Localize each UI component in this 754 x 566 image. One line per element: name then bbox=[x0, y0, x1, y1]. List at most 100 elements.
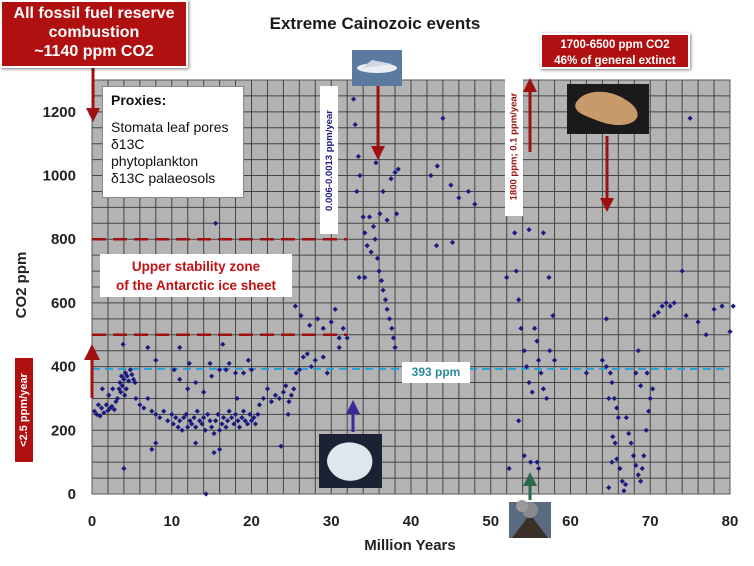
data-point bbox=[286, 399, 292, 405]
data-point bbox=[679, 268, 685, 274]
data-point bbox=[534, 338, 540, 344]
data-point bbox=[465, 188, 472, 195]
data-point bbox=[603, 316, 609, 322]
arrow-volcano-head bbox=[523, 472, 537, 486]
data-point bbox=[312, 357, 318, 363]
data-point bbox=[377, 211, 383, 217]
x-tick-label: 30 bbox=[323, 513, 340, 530]
data-point bbox=[392, 344, 398, 351]
data-point bbox=[99, 386, 105, 392]
data-point bbox=[219, 421, 225, 427]
data-point bbox=[550, 313, 556, 319]
data-point bbox=[292, 303, 298, 309]
data-point bbox=[528, 459, 534, 465]
data-point bbox=[201, 414, 207, 421]
data-point bbox=[118, 389, 124, 395]
data-point bbox=[91, 408, 97, 414]
data-point bbox=[633, 462, 639, 468]
data-point bbox=[111, 407, 117, 413]
data-point bbox=[538, 370, 544, 376]
data-point bbox=[137, 402, 143, 408]
data-point bbox=[526, 379, 532, 386]
data-point bbox=[130, 376, 137, 382]
data-point bbox=[247, 411, 253, 417]
data-point bbox=[191, 414, 197, 421]
data-point bbox=[116, 386, 122, 392]
data-point bbox=[109, 403, 115, 410]
data-point bbox=[106, 392, 112, 398]
data-point bbox=[278, 443, 284, 449]
stability-line-2: of the Antarctic ice sheet bbox=[115, 278, 277, 293]
data-point bbox=[643, 427, 649, 433]
data-point bbox=[201, 389, 207, 395]
data-point bbox=[121, 465, 127, 472]
data-point bbox=[223, 424, 229, 430]
data-point bbox=[659, 303, 665, 309]
y-tick-labels: 0 200 400 600 800 1000 1200 bbox=[43, 104, 76, 503]
y-tick-label: 800 bbox=[51, 231, 76, 248]
data-point bbox=[285, 411, 291, 417]
data-point bbox=[173, 414, 179, 421]
data-point bbox=[153, 411, 159, 417]
x-tick-label: 0 bbox=[88, 513, 96, 530]
data-point bbox=[194, 408, 200, 414]
volcano-image bbox=[509, 500, 551, 538]
data-point bbox=[617, 465, 623, 472]
proxies-box: Proxies: Stomata leaf pores δ13C phytopl… bbox=[102, 86, 244, 198]
data-point bbox=[240, 408, 247, 414]
data-point bbox=[719, 303, 725, 309]
data-point bbox=[635, 348, 641, 354]
data-point bbox=[97, 413, 103, 419]
data-point bbox=[384, 306, 390, 312]
data-point bbox=[615, 414, 621, 421]
data-point bbox=[635, 472, 641, 478]
data-point bbox=[362, 230, 368, 236]
data-point bbox=[213, 220, 219, 226]
data-point bbox=[122, 392, 128, 398]
data-point bbox=[252, 421, 259, 427]
plot-border bbox=[91, 79, 731, 495]
data-point bbox=[324, 370, 330, 376]
data-point bbox=[440, 115, 446, 121]
x-tick-label: 50 bbox=[482, 513, 499, 530]
data-point bbox=[268, 399, 275, 405]
data-point bbox=[291, 386, 297, 392]
proxy-item: δ13C phytoplankton bbox=[111, 136, 199, 169]
data-point bbox=[242, 418, 248, 424]
data-point bbox=[611, 395, 617, 402]
data-point bbox=[209, 424, 215, 430]
chart-title: Extreme Cainozoic events bbox=[269, 14, 481, 33]
data-point bbox=[202, 427, 208, 433]
data-point bbox=[370, 223, 377, 230]
data-point bbox=[619, 478, 625, 484]
data-point bbox=[540, 230, 546, 236]
data-point bbox=[655, 309, 661, 316]
data-point bbox=[384, 217, 390, 223]
data-point bbox=[340, 325, 346, 331]
data-point bbox=[344, 335, 350, 341]
data-point bbox=[248, 367, 255, 373]
data-point bbox=[650, 386, 656, 392]
data-point bbox=[610, 434, 616, 440]
data-point bbox=[114, 395, 121, 402]
data-point bbox=[695, 319, 701, 325]
x-tick-label: 60 bbox=[562, 513, 579, 530]
data-point bbox=[300, 354, 306, 360]
data-point bbox=[394, 211, 400, 217]
data-point bbox=[320, 325, 326, 331]
data-point bbox=[177, 376, 183, 382]
proxy-item: Stomata leaf pores bbox=[111, 119, 229, 135]
data-point bbox=[687, 115, 693, 121]
data-point bbox=[132, 379, 138, 386]
data-point bbox=[350, 96, 357, 102]
data-point bbox=[235, 418, 241, 424]
data-point bbox=[141, 405, 147, 411]
data-point bbox=[113, 399, 119, 405]
data-point bbox=[296, 367, 302, 373]
data-point bbox=[683, 313, 689, 319]
x-tick-label: 20 bbox=[243, 513, 260, 530]
data-point bbox=[260, 395, 267, 402]
data-point bbox=[161, 408, 167, 414]
data-point bbox=[376, 268, 382, 274]
data-points bbox=[91, 96, 736, 497]
